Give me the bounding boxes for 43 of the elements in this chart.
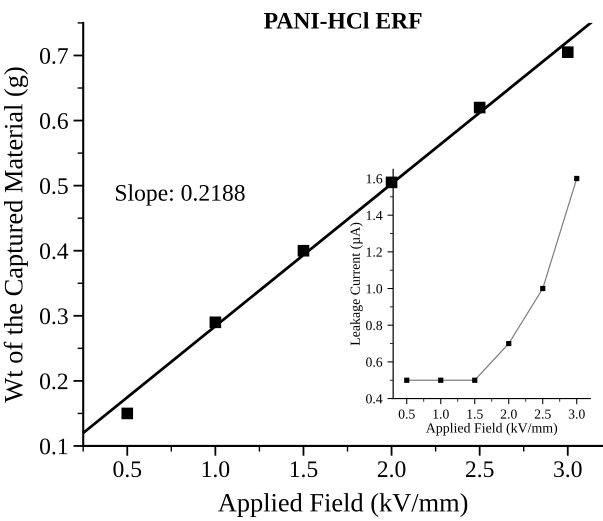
x-axis-title: Applied Field (kV/mm) xyxy=(426,422,558,436)
x-tick-label: 1.0 xyxy=(433,409,449,419)
point xyxy=(506,340,512,346)
y-tick-label: 0.2 xyxy=(40,373,68,390)
annotation: Slope: 0.2188 xyxy=(116,184,245,206)
x-tick-label: 1.5 xyxy=(290,461,318,478)
point xyxy=(472,378,478,383)
point xyxy=(298,244,310,257)
x-tick-label: 2.0 xyxy=(378,461,406,478)
y-tick-label: 0.1 xyxy=(40,438,68,455)
y-tick-label: 1.6 xyxy=(366,174,382,184)
y-tick-label: 1.2 xyxy=(366,248,382,257)
x-tick-label: 3.0 xyxy=(568,409,585,419)
x-tick-label: 1.0 xyxy=(202,461,230,478)
x-tick-label: 2.0 xyxy=(500,409,517,419)
y-tick-label: 0.3 xyxy=(40,308,68,324)
x-axis-title: Applied Field (kV/mm) xyxy=(218,493,468,518)
y-tick-label: 0.7 xyxy=(40,48,68,64)
y-axis-title: Leakage Current (µA) xyxy=(350,222,363,346)
y-tick-label: 0.5 xyxy=(40,178,68,194)
y-tick-label: 0.6 xyxy=(366,358,382,367)
x-tick-label: 0.5 xyxy=(113,461,142,478)
x-tick-label: 2.5 xyxy=(466,461,494,478)
point xyxy=(574,176,580,182)
y-tick-label: 0.6 xyxy=(40,113,68,130)
x-tick-label: 0.5 xyxy=(398,409,415,419)
chart-title: PANI-HCl ERF xyxy=(264,12,422,29)
x-tick-label: 1.5 xyxy=(467,410,483,419)
point xyxy=(562,46,574,58)
y-tick-label: 0.4 xyxy=(366,394,382,404)
y-axis-title: Wt of the Captured Material (g) xyxy=(4,67,28,403)
point xyxy=(474,102,486,114)
point xyxy=(121,408,134,420)
x-tick-label: 3.0 xyxy=(554,461,582,478)
point xyxy=(404,378,410,383)
y-tick-label: 1.4 xyxy=(366,210,382,220)
point xyxy=(210,316,222,328)
y-tick-label: 0.4 xyxy=(40,243,68,260)
point xyxy=(540,286,546,292)
y-tick-label: 1.0 xyxy=(366,284,382,294)
point xyxy=(438,378,444,383)
x-tick-label: 2.5 xyxy=(534,410,551,419)
y-tick-label: 0.8 xyxy=(366,320,382,330)
